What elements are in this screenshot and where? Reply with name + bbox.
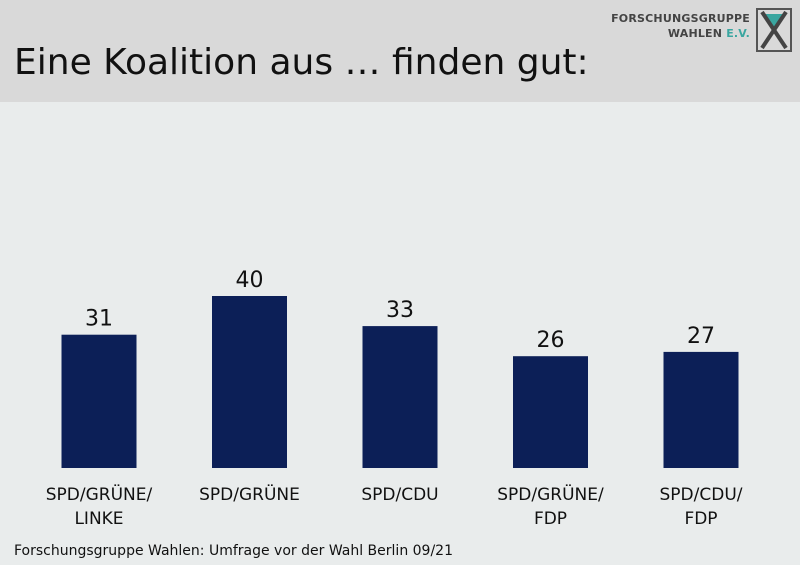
- category-label-0-1: LINKE: [74, 509, 123, 529]
- category-label-1-0: SPD/GRÜNE: [199, 483, 300, 505]
- source-note: Forschungsgruppe Wahlen: Umfrage vor der…: [14, 543, 453, 559]
- bar-4: [663, 351, 739, 468]
- data-label-3: 26: [537, 328, 565, 353]
- logo-wordmark: FORSCHUNGSGRUPPE WAHLEN E.V.: [611, 11, 750, 41]
- data-label-1: 40: [236, 268, 264, 293]
- category-label-3-1: FDP: [534, 509, 567, 529]
- category-label-0-0: SPD/GRÜNE/: [46, 483, 153, 505]
- logo-ev-text: E.V.: [726, 27, 750, 40]
- logo-line2-text: WAHLEN: [667, 27, 727, 40]
- bar-3: [513, 356, 588, 468]
- data-label-0: 31: [85, 307, 113, 332]
- data-label-4: 27: [687, 324, 715, 349]
- category-label-4-1: FDP: [684, 509, 717, 529]
- logo-x-icon: [756, 8, 792, 52]
- logo-line1: FORSCHUNGSGRUPPE: [611, 12, 750, 25]
- bar-2: [362, 326, 438, 468]
- category-label-2-0: SPD/CDU: [361, 485, 438, 505]
- page-title: Eine Koalition aus … finden gut:: [14, 42, 589, 83]
- header-band: [0, 0, 800, 102]
- category-label-3-0: SPD/GRÜNE/: [497, 483, 604, 505]
- bar-0: [61, 334, 137, 468]
- bar-1: [212, 296, 287, 468]
- category-label-4-0: SPD/CDU/: [660, 485, 743, 505]
- data-label-2: 33: [386, 298, 414, 323]
- logo-line2: WAHLEN E.V.: [611, 26, 750, 41]
